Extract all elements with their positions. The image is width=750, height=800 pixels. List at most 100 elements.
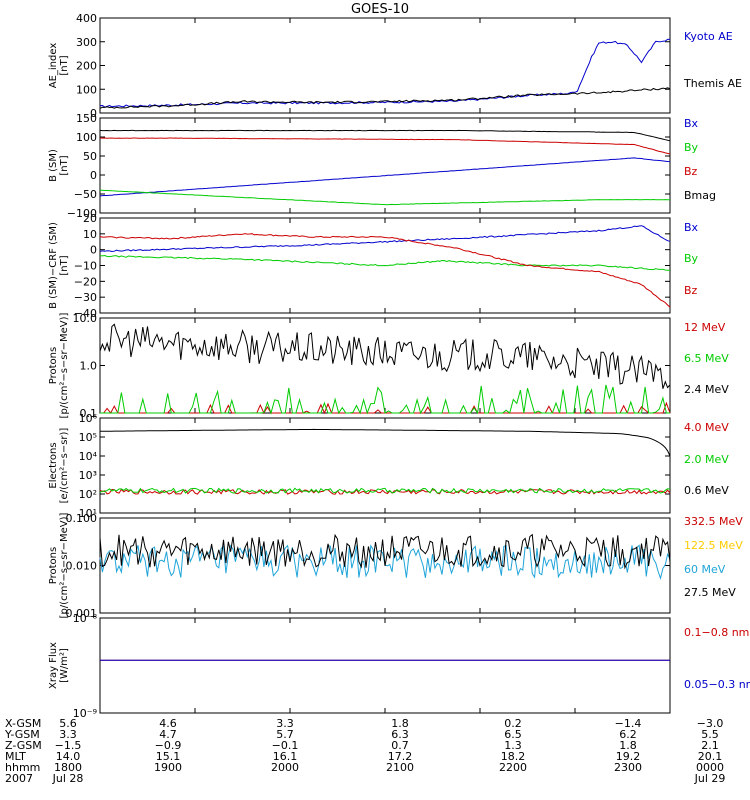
y-axis-label: B (SM)−CRF (SM) (48, 222, 59, 309)
footer-cell: 16.1 (273, 750, 298, 763)
series-bx-line (99, 157, 671, 197)
y-axis-label: Xray Flux (48, 642, 59, 689)
legend-entry: 0.05−0.3 nm (684, 678, 750, 691)
panel-2: −100 −50 0 50 100 150 B (SM) [nT] Bx By Bz Bmag (48, 112, 716, 220)
footer-cell: 5.5 (701, 728, 719, 741)
series-kyoto-ae-line (99, 38, 671, 108)
legend-entry: 0.6 MeV (684, 484, 729, 497)
footer-row-label: 2007 (5, 772, 33, 785)
footer-cell: 2100 (386, 761, 414, 774)
footer-cell: 1.3 (504, 739, 522, 752)
legend-entry: Bx (684, 117, 699, 130)
footer-cell: 0000 (696, 761, 724, 774)
footer-cell: −1.4 (615, 717, 642, 730)
y-tick-label: 0.1 (80, 407, 98, 420)
footer-cell: 2200 (499, 761, 527, 774)
series-6-5-mev-line (100, 384, 670, 415)
series-by-line (99, 189, 671, 206)
y-tick-label: 10⁴ (79, 450, 98, 463)
series-bz-line (99, 233, 671, 308)
panel-7: 10⁻⁹ 10⁻⁸ Xray Flux [W/m²] 0.1−0.8 nm 0.05−0.… (48, 612, 750, 720)
y-tick-label: 10⁻⁸ (73, 612, 98, 625)
y-tick-label: 0 (90, 169, 97, 182)
legend-entry: 2.0 MeV (684, 453, 729, 466)
y-axis-label: [W/m²] (59, 648, 70, 683)
y-tick-label: 300 (76, 36, 97, 49)
footer-cell: −3.0 (697, 717, 724, 730)
y-tick-label: −40 (74, 307, 97, 320)
legend-entry: Bx (684, 221, 699, 234)
footer-cell: 5.7 (276, 728, 294, 741)
y-tick-label: −10 (74, 260, 97, 273)
footer-cell: −1.5 (55, 739, 82, 752)
footer-cell: 2000 (271, 761, 299, 774)
legend-entry: Themis AE (683, 77, 742, 90)
y-tick-label: 10⁶ (79, 412, 98, 425)
y-tick-label: 20 (83, 212, 97, 225)
footer-row-label: Y-GSM (4, 728, 40, 741)
y-tick-label: 0.010 (66, 560, 98, 573)
y-tick-label: 10³ (79, 469, 97, 482)
footer-cell: 19.2 (616, 750, 641, 763)
y-axis-label: [nT] (59, 155, 70, 175)
y-tick-label: 1.0 (80, 360, 98, 373)
footer-cell: 0.2 (504, 717, 522, 730)
y-tick-label: 10⁻⁹ (73, 707, 97, 720)
legend-entry: 6.5 MeV (684, 352, 729, 365)
y-axis-label: [p/(cm²−s−sr−MeV)] (59, 312, 70, 418)
y-tick-label: 10.0 (73, 312, 98, 325)
footer-cell: 1900 (154, 761, 182, 774)
footer-cell: 17.2 (388, 750, 413, 763)
footer-cell: 3.3 (276, 717, 294, 730)
series-bx-line (99, 225, 671, 253)
footer-cell: 1.8 (391, 717, 409, 730)
y-tick-label: 400 (76, 12, 97, 25)
legend-entry: 27.5 MeV (684, 586, 736, 599)
y-tick-label: 100 (76, 131, 97, 144)
legend-entry: Bz (684, 284, 698, 297)
footer-row-label: hhmm (5, 761, 40, 774)
footer-cell: −0.9 (155, 739, 182, 752)
y-tick-label: 0.100 (66, 512, 98, 525)
legend-entry: 332.5 MeV (684, 515, 743, 528)
panel-frame (99, 617, 671, 714)
footer-row-label: MLT (5, 750, 26, 763)
series-bmag-line (99, 129, 671, 142)
legend-entry: 60 MeV (684, 563, 726, 576)
y-tick-label: −20 (74, 275, 97, 288)
panel-frame (99, 317, 671, 414)
series-27-5-mev-line (99, 533, 671, 570)
footer-cell: 3.3 (59, 728, 77, 741)
footer-cell: 6.3 (391, 728, 409, 741)
footer-cell: 4.7 (159, 728, 177, 741)
y-tick-label: 150 (76, 112, 97, 125)
footer-cell: Jul 28 (52, 772, 84, 785)
panel-5: 10¹ 10² 10³ 10⁴ 10⁵ 10⁶ Electrons [e/(cm²−s−sr)… (48, 412, 729, 520)
footer-cell: 14.0 (56, 750, 81, 763)
legend-entry: By (684, 141, 699, 154)
footer-cell: 5.6 (59, 717, 77, 730)
y-axis-label: [nT] (59, 55, 70, 75)
series-by-line (99, 254, 670, 271)
panel-6: 0.001 0.010 0.100 Protons [p/(cm²−s−sr−MeV)]… (48, 512, 743, 620)
y-axis-label: [nT] (59, 255, 70, 275)
legend-entry: 122.5 MeV (684, 539, 743, 552)
y-tick-label: −30 (74, 291, 97, 304)
series-2-0-mev-line (99, 487, 671, 494)
footer-row-label: X-GSM (5, 717, 41, 730)
y-axis-label: Protons (48, 347, 59, 384)
footer-cell: 6.2 (619, 728, 637, 741)
series-themis-ae-line (99, 87, 671, 109)
series-bz-line (100, 137, 671, 155)
legend-entry: 12 MeV (684, 321, 726, 334)
y-tick-label: 10² (79, 488, 97, 501)
y-tick-label: 0 (90, 107, 97, 120)
panel-4: 0.1 1.0 10.0 Protons [p/(cm²−s−sr−MeV)] 12 Me… (48, 312, 729, 420)
y-tick-label: 100 (76, 83, 97, 96)
footer-cell: 6.5 (504, 728, 522, 741)
footer-cell: −0.1 (272, 739, 299, 752)
y-tick-label: −100 (67, 207, 97, 220)
footer-row-label: Z-GSM (5, 739, 42, 752)
y-tick-label: 200 (76, 60, 97, 73)
